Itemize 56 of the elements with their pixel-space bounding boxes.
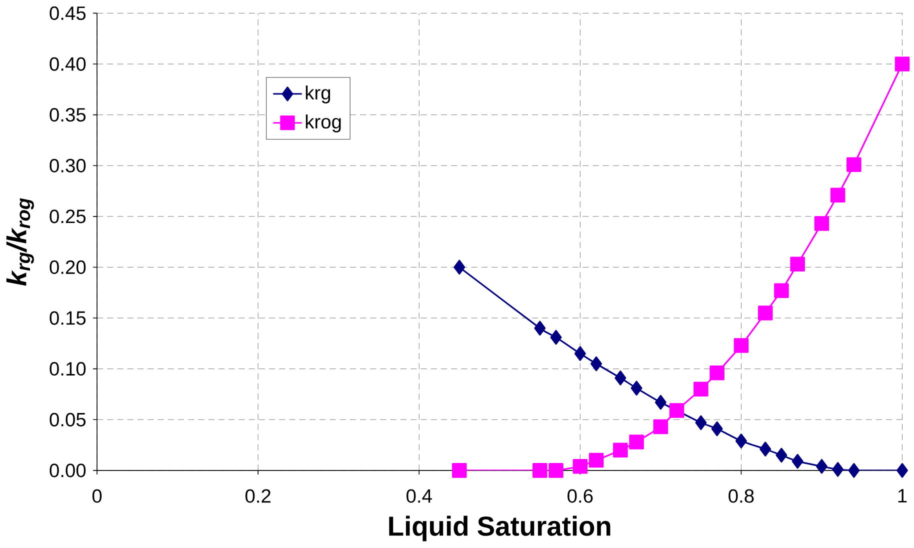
point — [695, 415, 707, 430]
point — [790, 256, 805, 272]
point — [588, 453, 604, 468]
point — [613, 442, 628, 458]
x-tick-label: 0.2 — [245, 489, 270, 503]
y-tick-label: 0.00 — [50, 464, 86, 478]
x-tick-label: 0 — [92, 489, 102, 503]
y-tick-label: 0.40 — [50, 57, 86, 71]
y-tick-label: 0.20 — [50, 260, 86, 274]
y-tick-label: 0.15 — [50, 311, 86, 325]
point — [848, 463, 860, 478]
point — [654, 395, 666, 410]
point — [760, 442, 772, 457]
y-axis-title: k$_{rg}$/k$_{rog}$ — [6, 198, 34, 286]
point — [776, 448, 788, 463]
legend-label: krg — [306, 86, 330, 104]
point — [548, 463, 564, 478]
point — [710, 366, 724, 380]
y-tick-label: 0.30 — [50, 158, 86, 173]
point — [454, 260, 466, 275]
point — [614, 370, 626, 386]
point — [792, 454, 804, 469]
point — [630, 380, 642, 396]
point — [734, 338, 749, 354]
point — [534, 320, 546, 336]
y-tick-label: 0.25 — [50, 210, 86, 224]
legend-label: krog — [306, 114, 341, 133]
x-tick-label: 1 — [898, 489, 907, 503]
point — [574, 346, 586, 362]
point — [830, 188, 846, 203]
x-tick-label: 0.4 — [406, 489, 432, 503]
point — [694, 382, 708, 397]
x-axis-title: Liquid Saturation — [389, 516, 610, 542]
x-tick-label: 0.6 — [568, 489, 593, 503]
point — [572, 459, 588, 474]
point — [532, 463, 548, 478]
point — [711, 422, 723, 436]
point — [653, 420, 668, 434]
point — [896, 463, 908, 478]
point — [832, 462, 844, 477]
y-tick-label: 0.10 — [50, 362, 86, 376]
point — [590, 356, 602, 372]
point — [735, 434, 747, 449]
point — [846, 157, 862, 172]
point — [452, 463, 467, 478]
point — [894, 56, 910, 72]
point — [814, 216, 830, 232]
y-tick-label: 0.45 — [50, 6, 86, 20]
x-tick-label: 0.8 — [728, 489, 754, 503]
y-tick-label: 0.05 — [50, 412, 86, 427]
point — [774, 283, 789, 298]
point — [550, 330, 562, 345]
point — [758, 306, 773, 320]
point — [816, 459, 828, 474]
point — [629, 434, 644, 450]
y-tick-label: 0.35 — [50, 108, 86, 122]
